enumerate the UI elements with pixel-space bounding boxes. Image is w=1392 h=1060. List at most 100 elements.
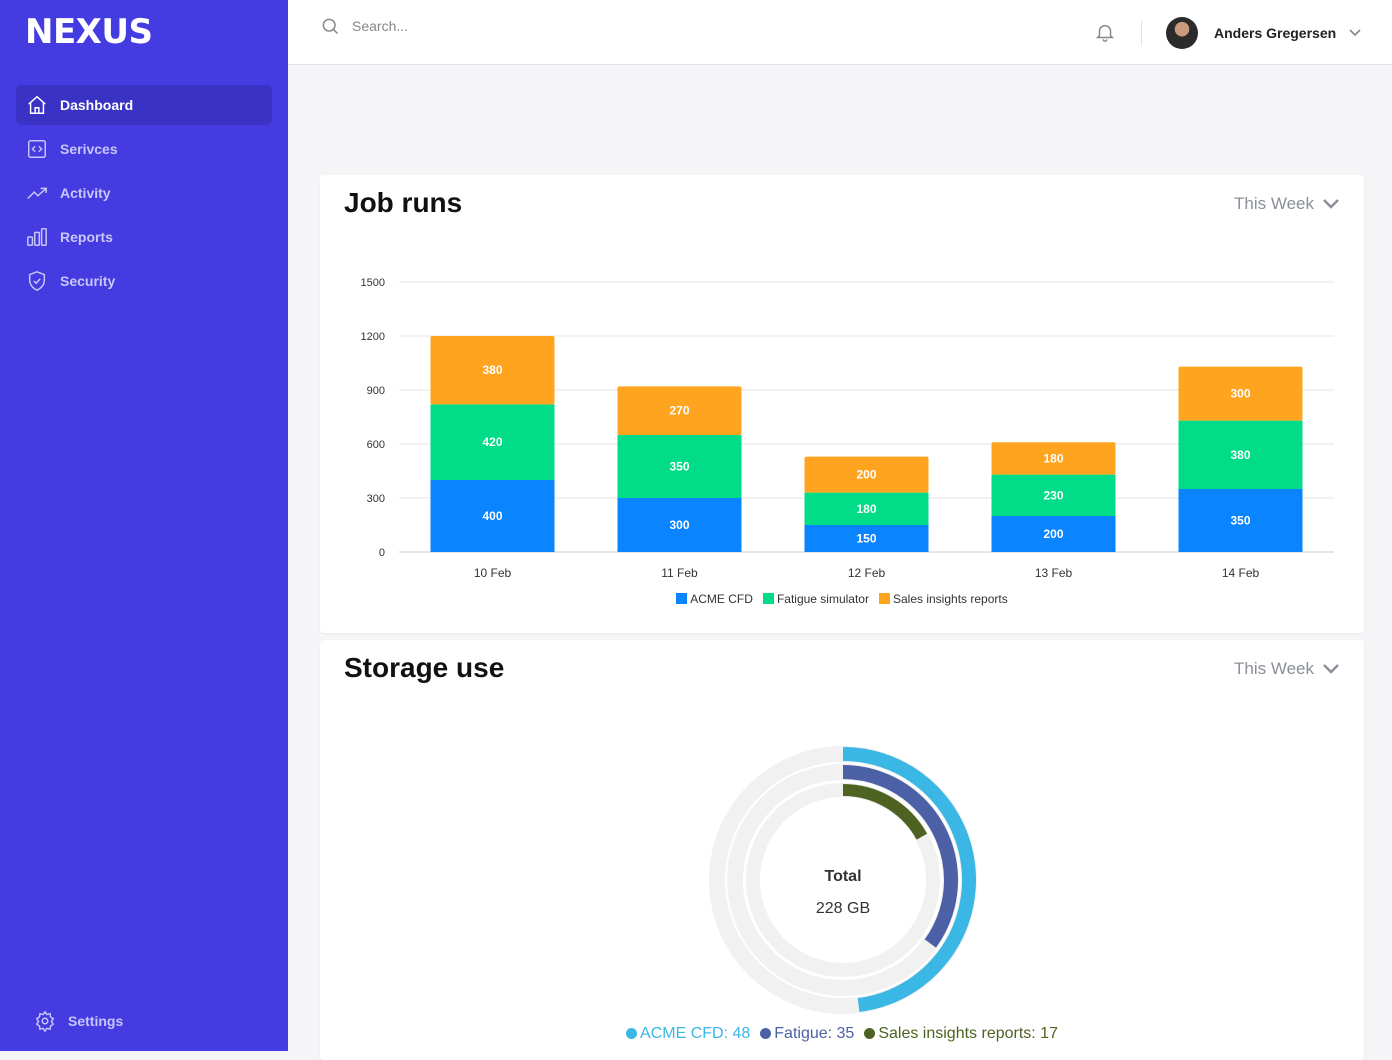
bar-segment: [991, 442, 1116, 475]
sidebar-item-reports[interactable]: Reports: [16, 217, 272, 257]
chart-legend: ACME CFD: 48 Fatigue: 35 Sales insights re…: [320, 1025, 1364, 1043]
data-label: 300: [669, 518, 689, 532]
period-label: This Week: [1234, 194, 1314, 213]
code-icon: [28, 140, 46, 158]
data-label: 380: [482, 363, 502, 377]
chevron-down-icon: [1323, 664, 1339, 674]
legend-item[interactable]: Sales insights reports: 17: [864, 1025, 1058, 1043]
legend-label: ACME CFD: [690, 592, 753, 606]
bar-segment: [430, 404, 555, 480]
search-icon: [322, 18, 339, 35]
total-label: Total: [824, 868, 861, 885]
legend-swatch: [878, 593, 890, 604]
y-tick-label: 1500: [361, 277, 385, 289]
radial-bar: [747, 784, 939, 976]
data-label: 380: [1230, 448, 1250, 462]
bar-segment: [1178, 420, 1303, 489]
x-tick-label: 14 Feb: [1222, 566, 1260, 580]
data-label: 180: [1043, 451, 1063, 465]
bar-segment: [804, 525, 929, 552]
data-label: 420: [482, 435, 502, 449]
sidebar: NEXUS Dashboard Serivces Activity Report…: [0, 0, 288, 1051]
data-label: 150: [856, 532, 876, 546]
chevron-down-icon: [1323, 199, 1339, 209]
chart-legend: ACME CFD Fatigue simulator Sales insights …: [320, 592, 1364, 606]
bar-segment: [804, 456, 929, 493]
legend-label: Sales insights reports: 17: [878, 1025, 1058, 1042]
sidebar-item-settings[interactable]: Settings: [24, 1001, 280, 1041]
data-label: 200: [1043, 527, 1063, 541]
period-dropdown[interactable]: This Week: [1234, 194, 1340, 214]
avatar[interactable]: [1166, 17, 1198, 49]
bar-segment: [991, 516, 1116, 552]
y-tick-label: 600: [367, 439, 385, 451]
card-title: Storage use: [344, 652, 505, 683]
bar-segment: [430, 480, 555, 552]
search-input[interactable]: Search...: [320, 16, 408, 36]
sidebar-item-dashboard[interactable]: Dashboard: [16, 85, 272, 125]
legend-item[interactable]: ACME CFD: 48: [626, 1025, 750, 1043]
sidebar-item-label: Dashboard: [60, 97, 134, 113]
sidebar-item-activity[interactable]: Activity: [16, 173, 272, 213]
bar-segment: [617, 386, 742, 435]
legend-item[interactable]: Fatigue simulator: [762, 592, 869, 606]
sidebar-item-services[interactable]: Serivces: [16, 129, 272, 169]
data-label: 400: [482, 509, 502, 523]
bar-segment: [1178, 366, 1303, 421]
x-tick-label: 12 Feb: [848, 566, 886, 580]
logo: NEXUS: [25, 12, 153, 52]
storage-radial-chart: Total 228 GB: [709, 746, 977, 1014]
x-tick-label: 13 Feb: [1035, 566, 1073, 580]
y-tick-label: 300: [367, 493, 385, 505]
legend-swatch: [762, 593, 774, 604]
period-label: This Week: [1234, 659, 1314, 678]
legend-item[interactable]: ACME CFD: [676, 592, 753, 606]
bar-segment: [1178, 489, 1303, 552]
job-runs-card: Job runs This Week 0 300 600 900 1200 1500 400…: [320, 175, 1364, 633]
legend-label: Fatigue: 35: [774, 1025, 855, 1042]
data-label: 200: [856, 468, 876, 482]
chevron-down-icon[interactable]: [1348, 27, 1362, 39]
home-icon: [28, 95, 46, 114]
job-runs-chart: 0 300 600 900 1200 1500 400 420 380 10 Feb 300 350 2…: [361, 277, 1334, 580]
gear-icon: [35, 1010, 55, 1032]
legend-item[interactable]: Sales insights reports: [878, 592, 1008, 606]
data-label: 230: [1043, 488, 1063, 502]
top-header: Search... Anders Gregersen: [288, 0, 1392, 65]
legend-label: Sales insights reports: [892, 592, 1008, 606]
total-value: 228 GB: [816, 900, 870, 917]
storage-card: Storage use This Week Total 228 GB ACME …: [320, 640, 1364, 1060]
x-tick-label: 10 Feb: [474, 566, 512, 580]
data-label: 180: [856, 502, 876, 516]
radial-bar: [710, 747, 976, 1013]
divider: [1141, 20, 1142, 46]
trending-up-icon: [27, 187, 47, 200]
user-name[interactable]: Anders Gregersen: [1214, 25, 1337, 41]
legend-label: ACME CFD: 48: [640, 1025, 751, 1042]
settings-label: Settings: [68, 1013, 124, 1029]
legend-label: Fatigue simulator: [776, 592, 869, 606]
radial-bar: [728, 765, 958, 995]
bar-segment: [617, 435, 742, 498]
bell-icon[interactable]: [1094, 21, 1116, 43]
y-tick-label: 900: [367, 385, 385, 397]
bar-segment: [430, 336, 555, 405]
y-tick-label: 0: [379, 547, 385, 559]
sidebar-item-label: Serivces: [60, 141, 118, 157]
bar-segment: [804, 492, 929, 525]
legend-item[interactable]: Fatigue: 35: [760, 1025, 854, 1043]
bar-chart-icon: [27, 228, 47, 246]
data-label: 300: [1230, 387, 1250, 401]
data-label: 270: [669, 404, 689, 418]
sidebar-item-security[interactable]: Security: [16, 261, 272, 301]
data-label: 350: [1230, 514, 1250, 528]
period-dropdown[interactable]: This Week: [1234, 659, 1340, 679]
legend-swatch: [676, 593, 688, 604]
legend-dot: [626, 1028, 638, 1039]
sidebar-item-label: Reports: [60, 229, 113, 245]
x-tick-label: 11 Feb: [661, 566, 698, 580]
bar-segment: [991, 474, 1116, 516]
card-title: Job runs: [344, 187, 463, 218]
sidebar-item-label: Security: [60, 273, 116, 289]
shield-icon: [28, 271, 46, 291]
